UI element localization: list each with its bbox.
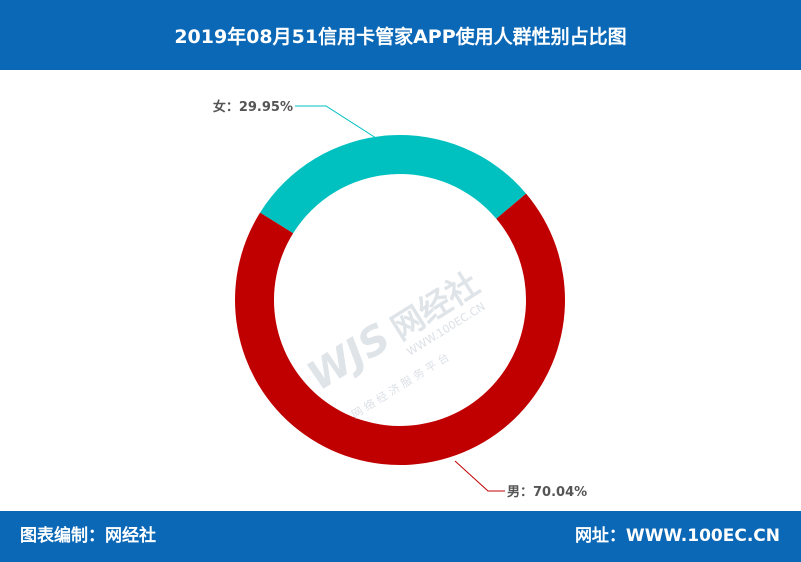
slice-label-male: 男：70.04% bbox=[507, 485, 587, 500]
slice-label-female: 女：29.95% bbox=[213, 99, 293, 115]
watermark-logo: WJS bbox=[300, 315, 399, 401]
footer-bar: 图表编制：网经社 网址：WWW.100EC.CN bbox=[0, 511, 801, 562]
donut-slice-male bbox=[235, 193, 565, 465]
leader-line-female bbox=[295, 105, 377, 139]
leader-line-male bbox=[454, 460, 505, 492]
donut-slices bbox=[235, 135, 565, 465]
chart-title: 2019年08月51信用卡管家APP使用人群性别占比图 bbox=[174, 25, 627, 48]
donut-chart: WJS 网经社 WWW.100EC.CN 网 络 经 济 服 务 平 台 女：2… bbox=[213, 99, 587, 500]
footer-website: 网址：WWW.100EC.CN bbox=[574, 526, 780, 546]
header-bar: 2019年08月51信用卡管家APP使用人群性别占比图 bbox=[0, 0, 801, 70]
footer-credit: 图表编制：网经社 bbox=[20, 526, 156, 546]
donut-slice-female bbox=[260, 135, 527, 234]
